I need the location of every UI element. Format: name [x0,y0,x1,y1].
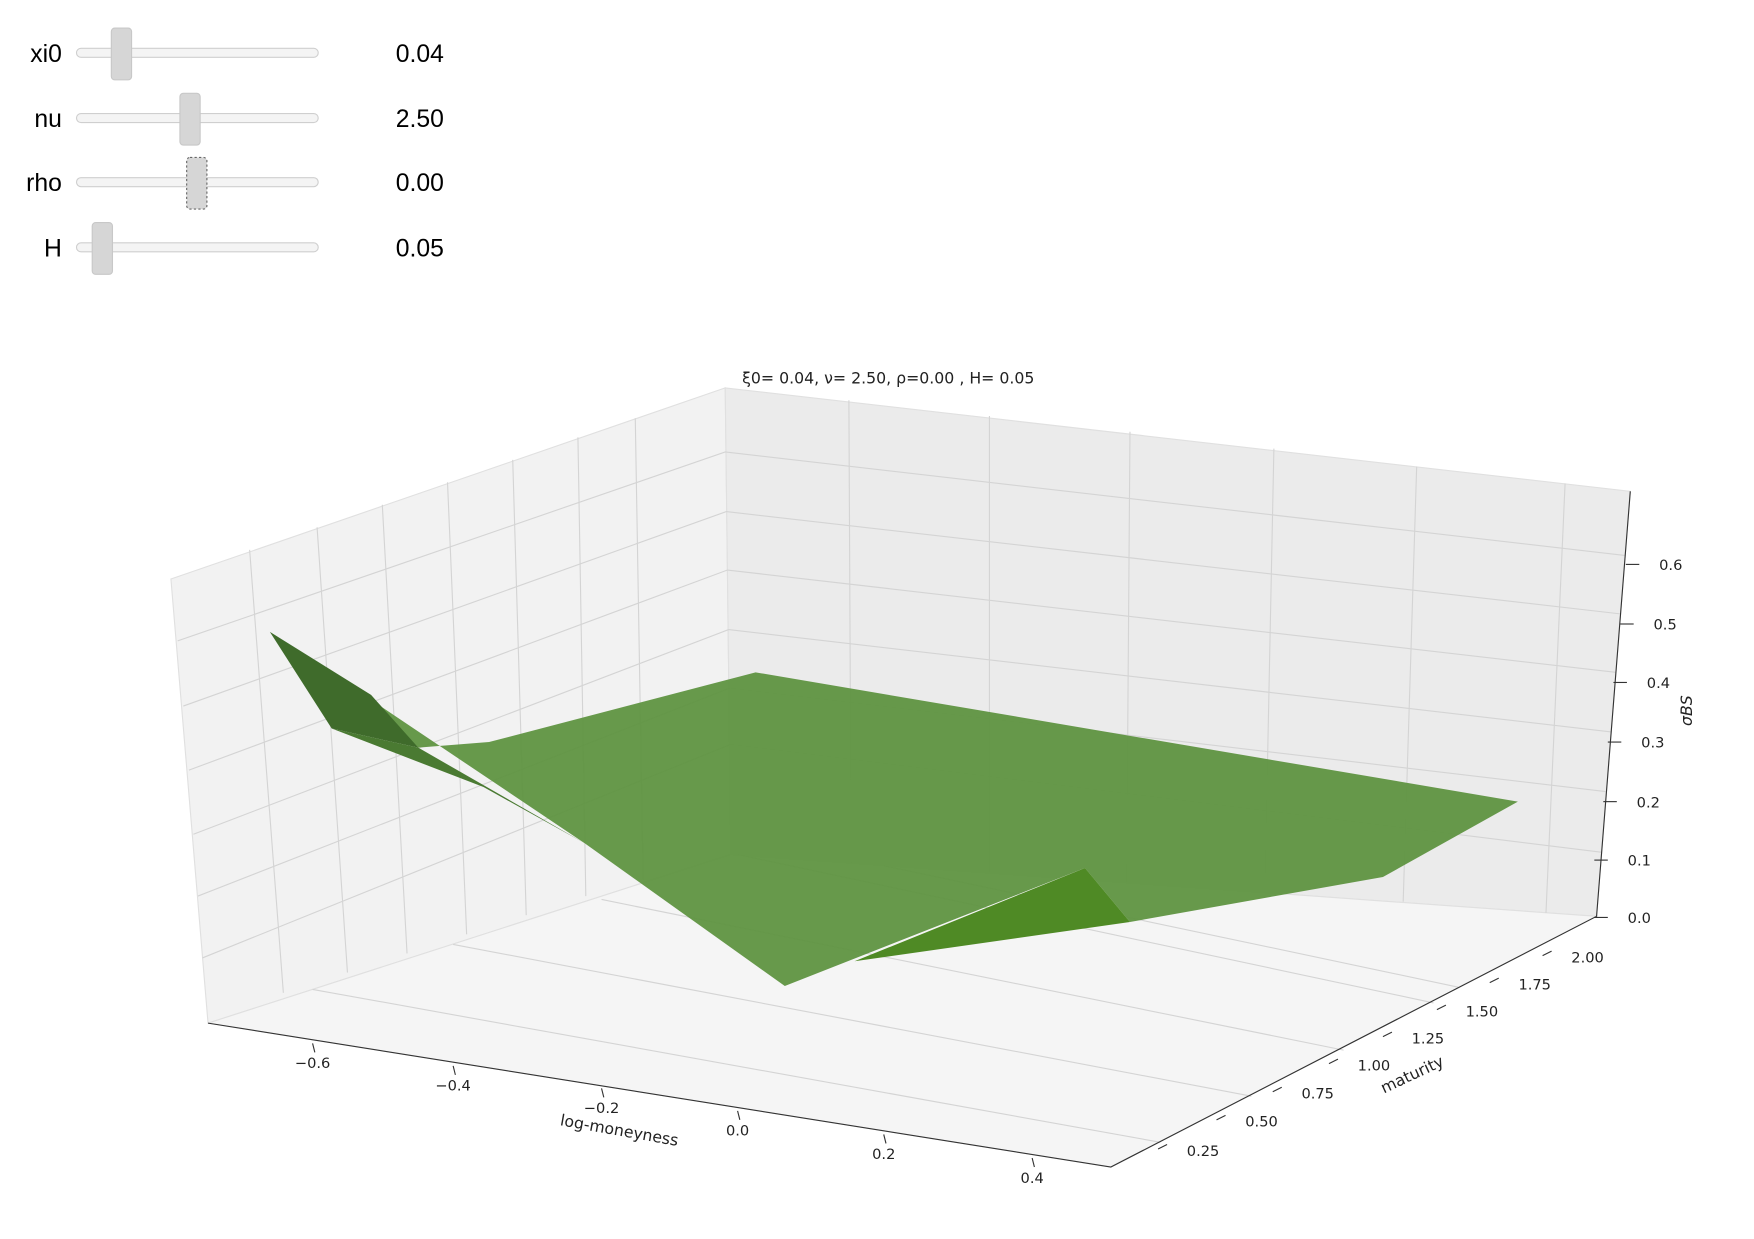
z-tick-label: 0.1 [1628,853,1651,870]
z-tick-label: 0.3 [1641,735,1664,752]
y-tick [1157,1144,1168,1150]
surface [269,631,1518,987]
slider-value: 0.04 [396,41,444,68]
y-tick-label: 2.00 [1571,949,1604,966]
y-tick [1436,1004,1447,1011]
x-tick [312,1043,316,1053]
x-axis-label: log-moneyness [559,1110,680,1149]
y-tick-label: 0.50 [1245,1114,1278,1131]
x-tick [1031,1157,1035,1168]
y-tick [1489,977,1500,984]
x-tick [737,1110,741,1120]
x-tick [600,1088,605,1098]
axis-lines [207,491,1631,1168]
x-tick [452,1065,456,1075]
grid [177,400,1625,1143]
y-tick [1216,1114,1226,1121]
slider-handle[interactable] [186,156,208,210]
x-tick [883,1134,887,1144]
z-axis-label: σBS [1677,695,1696,726]
slider-handle[interactable] [110,27,133,81]
slider-track [75,47,319,58]
z-tick-label: 0.6 [1659,557,1682,574]
y-tick-label: 0.75 [1301,1085,1334,1102]
slider-value: 0.05 [396,235,444,262]
slider-handle[interactable] [179,92,201,146]
z-tick-label: 0.2 [1637,794,1660,811]
y-tick-label: 1.75 [1518,976,1551,993]
y-tick-label: 1.00 [1358,1057,1391,1074]
y-tick-label: 0.25 [1187,1143,1220,1160]
slider-handle[interactable] [91,222,114,275]
x-tick-label: −0.4 [435,1078,470,1095]
x-tick-label: −0.2 [584,1100,619,1117]
y-tick [1382,1031,1393,1038]
slider-label: nu [34,106,61,133]
slider-label: xi0 [30,41,62,68]
z-tick-label: 0.0 [1628,910,1651,927]
y-tick [1272,1086,1283,1093]
x-tick-label: 0.2 [872,1146,895,1163]
y-tick [1328,1058,1339,1065]
slider-label: rho [26,170,62,197]
slider-value: 0.00 [396,170,444,197]
slider-panel: xi0 0.04 nu 2.50 rho 0.00 H 0.05 [26,27,444,275]
y-tick [1542,950,1552,957]
z-tick-label: 0.4 [1647,675,1670,692]
x-tick-label: −0.6 [295,1055,330,1072]
plot-title: ξ0= 0.04, ν= 2.50, ρ=0.00 , H= 0.05 [742,368,1034,387]
y-tick-label: 1.25 [1412,1030,1445,1047]
slider-track [75,242,319,253]
x-tick-label: 0.4 [1021,1170,1044,1187]
slider-label: H [44,235,62,262]
surface-ridge [269,631,419,748]
z-tick-label: 0.5 [1654,617,1677,634]
y-tick-label: 1.50 [1466,1003,1499,1020]
surface-plot: ξ0= 0.04, ν= 2.50, ρ=0.00 , H= 0.05 −0.6 −… [170,368,1696,1187]
surface-front [854,867,1130,962]
x-tick-label: 0.0 [726,1123,749,1140]
slider-value: 2.50 [396,106,444,133]
